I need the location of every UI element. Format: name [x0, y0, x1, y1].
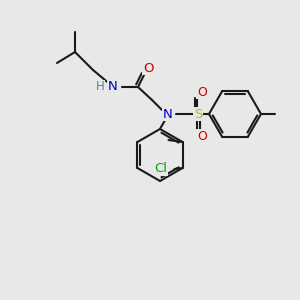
Text: N: N	[163, 107, 173, 121]
Text: O: O	[143, 61, 153, 74]
Text: O: O	[197, 130, 207, 142]
Text: N: N	[108, 80, 118, 94]
Text: O: O	[197, 85, 207, 98]
Text: S: S	[194, 107, 202, 121]
Text: H: H	[96, 80, 104, 94]
Text: Cl: Cl	[154, 163, 167, 176]
